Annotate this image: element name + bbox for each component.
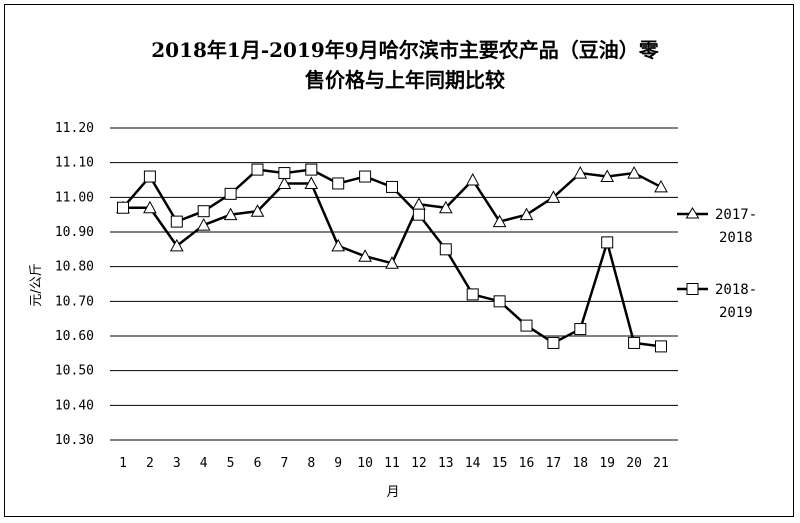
point-2018-2019 bbox=[305, 163, 318, 176]
series-layer bbox=[116, 163, 668, 353]
point-2017-2018 bbox=[573, 166, 588, 179]
point-2017-2018 bbox=[250, 204, 265, 217]
x-tick-label: 9 bbox=[334, 456, 342, 471]
x-tick-label: 4 bbox=[200, 456, 208, 471]
point-2017-2018 bbox=[465, 172, 480, 186]
point-2017-2018 bbox=[627, 166, 641, 179]
point-2017-2018 bbox=[600, 169, 615, 183]
x-tick-label: 1 bbox=[119, 456, 127, 471]
point-2018-2019 bbox=[170, 215, 183, 228]
y-axis-label: 元/公斤 bbox=[29, 263, 44, 306]
point-2017-2018 bbox=[546, 190, 561, 203]
y-tick-label: 10.70 bbox=[55, 294, 94, 309]
y-tick-label: 10.60 bbox=[55, 329, 94, 344]
x-tick-label: 7 bbox=[280, 456, 288, 471]
legend-label-2018-2019-line1: 2018- bbox=[715, 282, 757, 298]
point-2018-2019 bbox=[251, 163, 264, 176]
point-2017-2018 bbox=[304, 176, 319, 189]
y-tick-label: 10.30 bbox=[55, 433, 94, 448]
legend: 2017- 2018 2018- 2019 bbox=[677, 207, 757, 321]
point-2018-2019 bbox=[439, 243, 452, 256]
x-tick-label: 11 bbox=[384, 456, 400, 471]
y-tick-labels: 10.30 10.40 10.50 10.60 10.70 10.80 10.90 11.00… bbox=[55, 121, 94, 448]
y-tick-label: 10.40 bbox=[55, 398, 94, 413]
point-2018-2019 bbox=[628, 336, 641, 349]
point-2018-2019 bbox=[412, 208, 425, 221]
point-2017-2018 bbox=[169, 238, 184, 252]
point-2018-2019 bbox=[224, 187, 237, 200]
chart-title-line1: 2018年1月-2019年9月哈尔滨市主要农产品（豆油）零 bbox=[151, 38, 659, 62]
point-2018-2019 bbox=[493, 295, 506, 308]
x-tick-label: 17 bbox=[546, 456, 562, 471]
y-tick-label: 10.50 bbox=[55, 364, 94, 379]
point-2018-2019 bbox=[117, 201, 129, 214]
legend-label-2018-2019-line2: 2019 bbox=[719, 305, 753, 321]
y-tick-label: 10.90 bbox=[55, 225, 94, 240]
point-2017-2018 bbox=[438, 200, 453, 214]
point-2018-2019 bbox=[359, 170, 372, 183]
y-tick-label: 11.00 bbox=[55, 190, 94, 205]
legend-square-icon bbox=[686, 283, 699, 295]
x-tick-label: 16 bbox=[519, 456, 535, 471]
x-tick-label: 8 bbox=[307, 456, 315, 471]
point-2018-2019 bbox=[574, 323, 587, 336]
point-2018-2019 bbox=[466, 288, 479, 301]
x-tick-label: 13 bbox=[438, 456, 454, 471]
point-2017-2018 bbox=[331, 238, 346, 252]
x-tick-label: 20 bbox=[626, 456, 642, 471]
point-2017-2018 bbox=[358, 249, 372, 262]
chart-title-line2: 售价格与上年同期比较 bbox=[305, 68, 505, 92]
x-tick-label: 21 bbox=[653, 456, 669, 471]
point-2018-2019 bbox=[386, 180, 398, 193]
point-2017-2018 bbox=[385, 256, 399, 269]
x-tick-label: 6 bbox=[254, 456, 262, 471]
grid-lines bbox=[110, 127, 678, 441]
point-2017-2018 bbox=[277, 176, 292, 189]
y-tick-label: 11.10 bbox=[55, 156, 94, 171]
point-2018-2019 bbox=[601, 236, 614, 249]
point-2018-2019 bbox=[197, 205, 210, 218]
legend-triangle-icon bbox=[685, 207, 700, 219]
point-2017-2018 bbox=[223, 207, 238, 221]
point-2018-2019 bbox=[520, 319, 533, 332]
x-tick-labels: 1 2 3 4 5 6 7 8 9 10 11 12 13 14 15 16 17 18 19 20 21 bbox=[119, 456, 669, 471]
point-2017-2018 bbox=[492, 214, 507, 228]
point-2018-2019 bbox=[547, 336, 560, 349]
x-tick-label: 5 bbox=[227, 456, 235, 471]
chart-frame bbox=[4, 4, 794, 517]
x-tick-label: 3 bbox=[173, 456, 181, 471]
point-2017-2018 bbox=[519, 207, 534, 221]
x-tick-label: 15 bbox=[492, 456, 508, 471]
point-2018-2019 bbox=[143, 170, 156, 183]
point-2018-2019 bbox=[655, 340, 667, 353]
y-tick-label: 10.80 bbox=[55, 260, 94, 275]
point-2017-2018 bbox=[196, 218, 211, 231]
y-tick-label: 11.20 bbox=[55, 121, 94, 136]
legend-label-2017-2018-line2: 2018 bbox=[719, 230, 753, 246]
x-tick-label: 18 bbox=[572, 456, 588, 471]
point-2018-2019 bbox=[278, 167, 291, 180]
point-2018-2019 bbox=[332, 177, 345, 190]
x-axis-label: 月 bbox=[386, 485, 399, 500]
x-tick-label: 2 bbox=[146, 456, 154, 471]
legend-label-2017-2018-line1: 2017- bbox=[715, 207, 757, 223]
point-2017-2018 bbox=[654, 179, 668, 193]
x-tick-label: 10 bbox=[357, 456, 373, 471]
x-tick-label: 14 bbox=[465, 456, 481, 471]
x-tick-label: 12 bbox=[411, 456, 427, 471]
point-2017-2018 bbox=[143, 200, 157, 214]
x-tick-label: 19 bbox=[599, 456, 615, 471]
